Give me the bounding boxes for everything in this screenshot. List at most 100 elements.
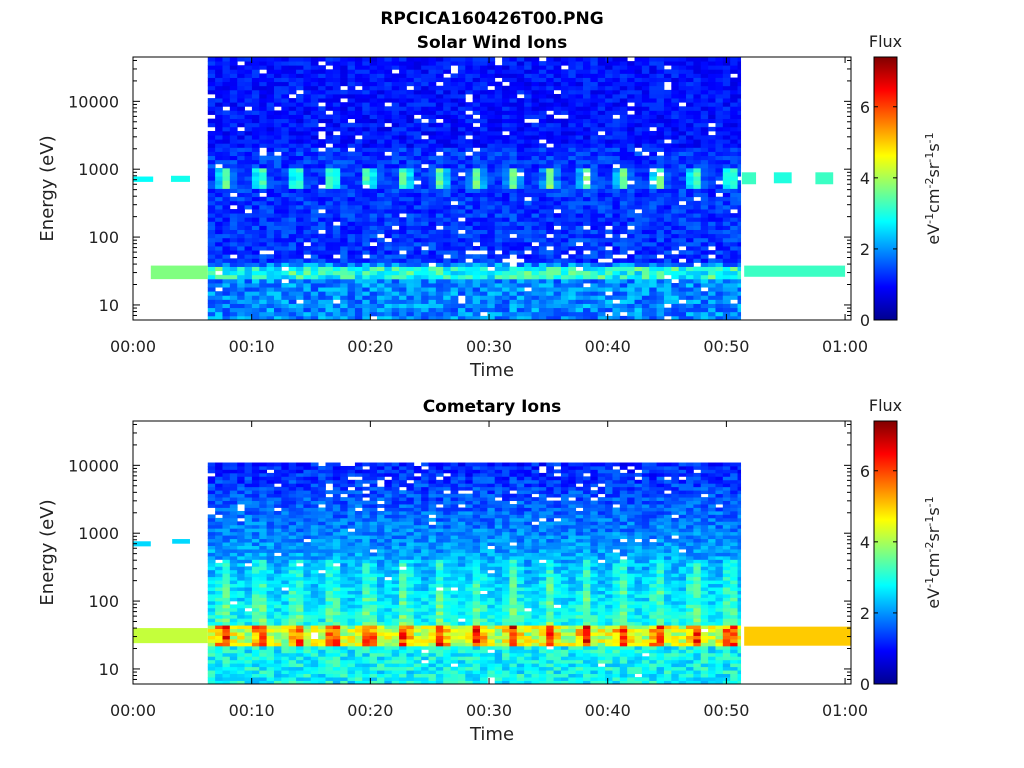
heatmap-cell	[575, 151, 584, 157]
heatmap-cell	[715, 225, 724, 230]
heatmap-cell	[325, 229, 334, 235]
heatmap-cell	[634, 315, 643, 321]
heatmap-cell	[406, 204, 415, 210]
heatmap-cell	[700, 237, 709, 243]
heatmap-cell	[568, 180, 577, 185]
heatmap-cell	[391, 307, 400, 313]
heatmap-cell	[384, 135, 393, 140]
heatmap-cell	[391, 192, 400, 198]
heatmap-cell	[509, 241, 518, 247]
heatmap-cell	[465, 266, 474, 272]
heatmap-cell	[391, 85, 400, 91]
heatmap-cell	[296, 85, 304, 91]
heatmap-cell	[443, 270, 451, 276]
heatmap-cell	[575, 217, 584, 222]
heatmap-cell	[737, 106, 742, 111]
heatmap-cell	[538, 98, 547, 103]
heatmap-cell	[384, 291, 393, 296]
heatmap-cell	[494, 122, 503, 128]
heatmap-cell	[560, 192, 569, 198]
heatmap-cell	[384, 73, 393, 78]
heatmap-cell	[325, 262, 334, 267]
heatmap-cell	[325, 155, 334, 161]
heatmap-cell	[347, 89, 356, 95]
heatmap-cell	[715, 151, 724, 157]
heatmap-cell	[590, 61, 599, 66]
heatmap-cell	[281, 262, 290, 267]
heatmap-cell	[244, 315, 253, 321]
heatmap-cell	[737, 225, 742, 230]
heatmap-cell	[553, 180, 562, 185]
heatmap-cell	[391, 57, 400, 62]
heatmap-cell	[384, 213, 393, 218]
heatmap-cell	[457, 188, 466, 194]
heatmap-cell	[457, 155, 466, 161]
heatmap-cell	[663, 204, 672, 210]
heatmap-cell	[700, 254, 709, 259]
heatmap-cell	[450, 81, 459, 87]
heatmap-cell	[347, 274, 356, 280]
heatmap-cell	[251, 229, 260, 235]
heatmap-cell	[399, 274, 407, 280]
heatmap-cell	[730, 98, 738, 103]
heatmap-cell	[708, 250, 716, 255]
heatmap-cell	[435, 172, 444, 177]
heatmap-cell	[457, 311, 466, 317]
heatmap-cell	[215, 635, 223, 640]
heatmap-cell	[472, 204, 481, 210]
heatmap-cell	[472, 139, 481, 144]
heatmap-cell	[605, 114, 613, 120]
heatmap-cell	[251, 274, 260, 280]
heatmap-cell	[612, 102, 621, 107]
heatmap-cell	[560, 303, 569, 309]
heatmap-cell	[450, 155, 459, 161]
heatmap-cell	[619, 241, 628, 247]
heatmap-cell	[362, 241, 371, 247]
heatmap-cell	[207, 89, 216, 95]
heatmap-cell	[480, 233, 488, 239]
heatmap-cell	[457, 266, 466, 272]
heatmap-cell	[332, 250, 341, 255]
heatmap-cell	[494, 65, 503, 70]
heatmap-cell	[310, 262, 319, 267]
heatmap-cell	[524, 77, 532, 83]
heatmap-cell	[428, 167, 437, 173]
heatmap-cell	[708, 213, 716, 218]
heatmap-cell	[634, 106, 643, 111]
heatmap-cell	[207, 217, 216, 222]
heatmap-cell	[663, 73, 672, 78]
heatmap-cell	[251, 184, 260, 189]
heatmap-cell	[237, 497, 245, 501]
heatmap-cell	[229, 163, 238, 169]
heatmap-cell	[715, 315, 724, 321]
heatmap-cell	[207, 569, 216, 574]
heatmap-cell	[207, 69, 216, 74]
heatmap-cell	[281, 258, 290, 263]
heatmap-cell	[377, 246, 385, 251]
heatmap-cell	[207, 573, 216, 578]
heatmap-cell	[318, 167, 326, 173]
heatmap-cell	[229, 246, 238, 251]
heatmap-cell	[553, 102, 562, 107]
heatmap-cell	[244, 614, 253, 619]
heatmap-cell	[251, 213, 260, 218]
heatmap-cell	[693, 311, 702, 317]
heatmap-cell	[575, 188, 584, 194]
heatmap-cell	[391, 180, 400, 185]
heatmap-cell	[619, 122, 628, 128]
heatmap-cell	[215, 118, 223, 124]
heatmap-cell	[619, 188, 628, 194]
heatmap-cell	[678, 89, 687, 95]
heatmap-cell	[671, 159, 680, 165]
heatmap-cell	[663, 93, 672, 99]
heatmap-cell	[686, 180, 694, 185]
heatmap-cell	[310, 122, 319, 128]
heatmap-cell	[656, 126, 665, 132]
heatmap-cell	[597, 167, 606, 173]
heatmap-cell	[288, 278, 297, 284]
heatmap-cell	[538, 192, 547, 198]
heatmap-cell	[487, 250, 496, 255]
heatmap-cell	[538, 287, 547, 292]
heatmap-cell	[347, 176, 356, 181]
heatmap-cell	[722, 77, 731, 83]
